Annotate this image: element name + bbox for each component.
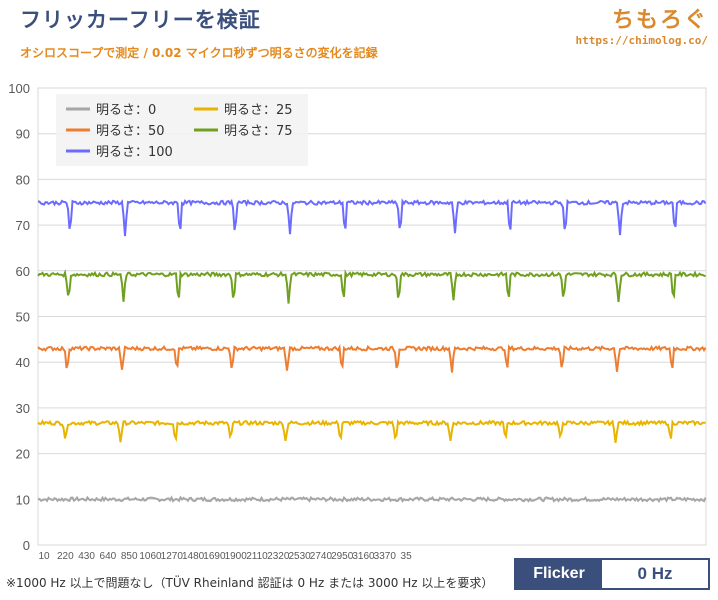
series-line [37,268,706,304]
y-tick-label: 20 [16,447,30,462]
y-tick-label: 90 [16,127,30,142]
brand-logo: ちもろぐ https://chimolog.co/ [576,2,708,47]
legend-label: 明るさ：25 [224,103,293,118]
brand-url: https://chimolog.co/ [575,34,708,47]
x-tick-label: 35 [401,551,413,560]
y-tick-label: 0 [23,538,30,553]
flicker-badge-value: 0 Hz [637,564,673,583]
brand-name: ちもろぐ [611,8,708,33]
series-line [37,343,707,373]
flicker-line-chart: 0 10 20 30 40 50 60 70 80 90 100 10 220 430 640 850 1060… [8,81,707,560]
x-tick-label: 2740 [310,551,333,560]
footnote: ※1000 Hz 以上で問題なし（TÜV Rheinland 認証は 0 Hz … [6,576,494,590]
legend-label: 明るさ：75 [224,124,293,139]
flicker-badge: Flicker 0 Hz [514,558,710,590]
x-tick-label: 1900 [225,551,248,560]
chart-subtitle: オシロスコープで測定 / 0.02 マイクロ秒ずつ明るさの変化を記録 [20,46,378,60]
legend-box [56,94,308,166]
x-tick-label: 1270 [161,551,184,560]
y-tick-label: 10 [16,492,30,507]
y-tick-label: 100 [8,81,30,96]
flicker-badge-label: Flicker [516,560,602,588]
y-tick-label: 70 [16,218,30,233]
y-tick-label: 60 [16,264,30,279]
x-tick-label: 2320 [267,551,290,560]
chart-title: フリッカーフリーを検証 [20,8,261,32]
x-tick-label: 850 [121,551,138,560]
legend-label: 明るさ：100 [96,145,173,160]
x-tick-label: 3160 [352,551,375,560]
x-tick-label: 640 [100,551,117,560]
legend-label: 明るさ：0 [96,103,156,118]
x-tick-label: 3370 [374,551,397,560]
x-tick-label: 2530 [288,551,311,560]
y-tick-label: 30 [16,401,30,416]
x-tick-label: 2950 [331,551,354,560]
x-tick-label: 430 [78,551,95,560]
y-tick-label: 40 [16,355,30,370]
series-line [37,495,707,503]
series-line [37,198,707,237]
x-tick-label: 1480 [182,551,205,560]
x-tick-label: 220 [57,551,74,560]
x-tick-label: 2110 [246,551,268,560]
y-tick-label: 50 [16,310,30,325]
y-tick-label: 80 [16,172,30,187]
x-tick-label: 10 [38,551,50,560]
x-tick-label: 1690 [203,551,226,560]
x-tick-label: 1060 [139,551,162,560]
series-line [37,419,706,443]
legend-label: 明るさ：50 [96,124,165,139]
